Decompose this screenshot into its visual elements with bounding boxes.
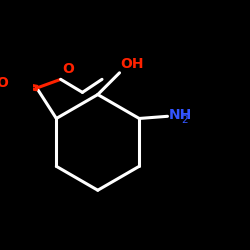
Text: OH: OH xyxy=(120,57,144,71)
Text: 2: 2 xyxy=(181,115,188,125)
Text: NH: NH xyxy=(168,108,192,122)
Text: O: O xyxy=(0,76,8,90)
Text: O: O xyxy=(62,62,74,76)
